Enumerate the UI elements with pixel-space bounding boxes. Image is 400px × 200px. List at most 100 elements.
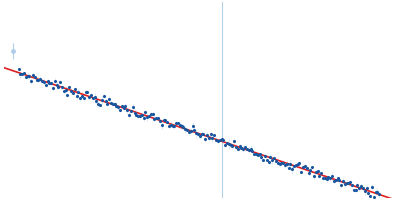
Point [312,170,319,173]
Point [196,134,203,138]
Point [246,148,252,151]
Point [95,102,102,105]
Point [189,124,196,128]
Point [374,190,380,193]
Point [77,97,83,100]
Point [48,81,54,85]
Point [356,187,362,190]
Point [264,158,270,161]
Point [15,67,22,70]
Point [278,161,284,164]
Point [26,75,33,78]
Point [240,147,246,150]
Point [82,90,89,93]
Point [88,93,94,97]
Point [332,179,339,182]
Point [79,94,85,97]
Point [75,90,82,93]
Point [291,165,297,168]
Point [184,128,190,131]
Point [110,103,116,106]
Point [370,196,377,199]
Point [158,124,165,127]
Point [358,184,364,187]
Point [229,145,236,148]
Point [70,91,76,94]
Point [231,140,238,143]
Point [254,153,261,156]
Point [256,152,263,155]
Point [112,103,118,106]
Point [102,100,109,103]
Point [267,155,274,158]
Point [42,84,49,87]
Point [24,74,31,77]
Point [331,180,337,183]
Point [126,113,132,116]
Point [59,86,65,89]
Point [209,136,216,139]
Point [195,133,201,136]
Point [322,176,328,180]
Point [168,123,174,126]
Point [372,190,379,193]
Point [238,146,245,149]
Point [151,117,158,121]
Point [100,94,107,98]
Point [284,162,290,166]
Point [349,183,355,187]
Point [182,127,188,131]
Point [354,184,361,187]
Point [304,166,310,169]
Point [115,105,122,109]
Point [233,145,239,149]
Point [64,93,71,96]
Point [144,115,150,118]
Point [227,144,234,147]
Point [285,166,292,169]
Point [44,79,51,83]
Point [342,182,348,186]
Point [302,165,308,168]
Point [260,158,266,161]
Point [262,154,268,157]
Point [334,176,341,180]
Point [175,121,181,124]
Point [162,118,168,122]
Point [318,172,324,175]
Point [220,139,226,142]
Point [369,185,375,189]
Point [249,149,256,153]
Point [287,163,294,166]
Point [133,113,140,116]
Point [54,83,60,87]
Point [298,170,304,174]
Point [251,152,257,155]
Point [345,182,352,185]
Point [155,116,161,120]
Point [140,116,147,119]
Point [171,124,178,128]
Point [289,168,296,171]
Point [200,133,207,136]
Point [124,109,130,112]
Point [340,179,346,182]
Point [150,113,156,116]
Point [235,147,241,150]
Point [130,105,136,109]
Point [269,158,276,162]
Point [93,99,100,102]
Point [343,181,350,184]
Point [236,144,243,147]
Point [164,120,170,123]
Point [120,107,127,110]
Point [86,96,92,99]
Point [293,163,299,166]
Point [66,86,72,89]
Point [307,169,314,172]
Point [117,109,123,112]
Point [329,175,335,178]
Point [68,90,74,93]
Point [135,114,141,118]
Point [61,90,67,93]
